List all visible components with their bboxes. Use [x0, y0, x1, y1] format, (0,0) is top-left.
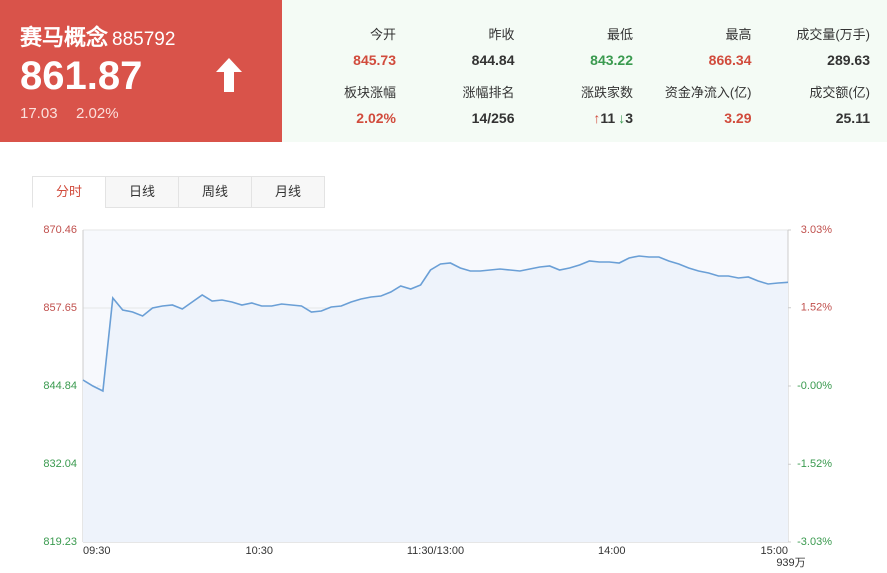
stat: 最低 843.22	[515, 24, 633, 68]
stats-panel: 今开 845.73 昨收 844.84 最低 843.22 最高 866.34 成交量(万手) 2…	[282, 0, 887, 142]
change-pct: 2.02%	[76, 105, 119, 122]
tabs: 分时 日线 周线 月线	[32, 176, 325, 208]
stat: 最高 866.34	[634, 24, 752, 68]
stat-label: 涨幅排名	[462, 85, 515, 100]
y-tick-label: 844.84	[43, 380, 77, 392]
plot-background	[83, 230, 788, 542]
quote-header: 赛马概念 885792 861.87 17.03 2.02%	[0, 0, 282, 142]
stat-label: 板块涨幅	[343, 85, 396, 100]
stat-value: 843.22	[590, 52, 633, 68]
stat-value: 3.29	[724, 110, 752, 126]
stat-label: 最高	[725, 27, 752, 42]
stat-label: 涨跌家数	[580, 85, 633, 100]
code: 885792	[112, 29, 176, 50]
x-tick-label: 11:30/13:00	[407, 545, 464, 557]
tab[interactable]: 日线	[105, 176, 179, 208]
x-tick-label: 15:00	[760, 545, 788, 557]
y2-tick-label: -3.03%	[797, 536, 832, 548]
stat: 涨跌家数 ↑11 ↓3	[515, 82, 633, 126]
x-tick-label: 14:00	[598, 545, 626, 557]
y-tick-label: 870.46	[43, 224, 77, 236]
change: 17.03	[20, 105, 58, 122]
y2-tick-label: -0.00%	[797, 380, 832, 392]
stat-value: 25.11	[835, 110, 870, 126]
up-arrow	[216, 58, 242, 92]
up-count: 11	[600, 110, 616, 126]
y2-tick-label: 3.03%	[801, 224, 832, 236]
stat: 资金净流入(亿) 3.29	[634, 82, 752, 126]
y-tick-label: 857.65	[43, 302, 77, 314]
stat: 今开 845.73	[278, 24, 396, 68]
y2-tick-label: 1.52%	[801, 302, 832, 314]
down-arrow: ↓	[618, 110, 626, 126]
x-tick-label: 09:30	[83, 545, 111, 557]
stat-label: 资金净流入(亿)	[664, 85, 752, 100]
stat-value: 14/256	[471, 110, 515, 126]
stat-label: 成交额(亿)	[809, 85, 870, 100]
y2-tick-label: -1.52%	[797, 458, 832, 470]
stat: 成交量(万手) 289.63	[752, 24, 870, 68]
price-line	[82, 255, 789, 393]
stat-value: 845.73	[353, 52, 396, 68]
tab[interactable]: 周线	[178, 176, 252, 208]
sector-name: 赛马概念 885792	[20, 20, 175, 52]
stat-label: 昨收	[488, 27, 515, 42]
stat-label: 今开	[369, 27, 396, 42]
stat: 昨收 844.84	[397, 24, 515, 68]
stat-value: 2.02%	[356, 110, 396, 126]
stat-label: 成交量(万手)	[796, 27, 870, 42]
price: 861.87	[20, 54, 143, 98]
stat-value: 844.84	[471, 52, 515, 68]
stat-value: ↑11 ↓3	[515, 110, 633, 126]
y-tick-label: 819.23	[43, 536, 77, 548]
area	[83, 256, 788, 542]
stat: 成交额(亿) 25.11	[752, 82, 870, 126]
stat: 涨幅排名 14/256	[397, 82, 515, 126]
stat-value: 289.63	[827, 52, 870, 68]
stat: 板块涨幅 2.02%	[278, 82, 396, 126]
tab[interactable]: 月线	[251, 176, 325, 208]
tab[interactable]: 分时	[32, 176, 106, 208]
y-tick-label: 832.04	[43, 458, 77, 470]
up-arrow: ↑	[593, 110, 601, 126]
stat-label: 最低	[606, 27, 633, 42]
stat-value: 866.34	[708, 52, 752, 68]
down-count: 3	[625, 110, 633, 126]
volume-label: 939万	[776, 557, 805, 569]
name: 赛马概念	[20, 25, 109, 50]
x-tick-label: 10:30	[245, 545, 273, 557]
